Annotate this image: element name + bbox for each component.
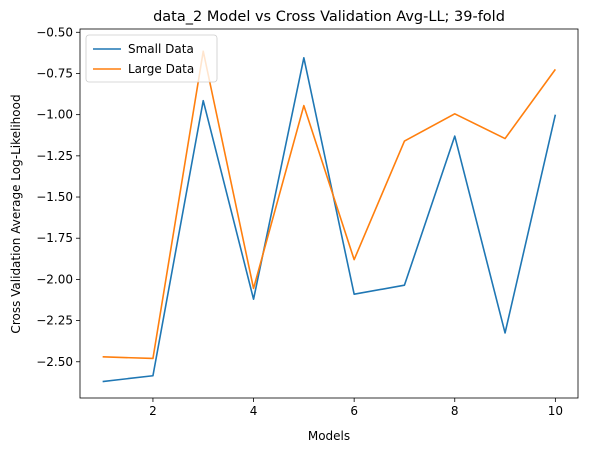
legend-label: Large Data	[128, 62, 194, 76]
x-axis-label: Models	[308, 429, 350, 443]
x-tick-label: 6	[350, 404, 358, 418]
y-tick-label: −1.75	[36, 231, 73, 245]
plot-frame	[79, 28, 579, 399]
legend-label: Small Data	[128, 42, 194, 56]
y-tick-label: −2.00	[36, 272, 73, 286]
x-tick-label: 8	[451, 404, 459, 418]
series-line-small-data	[102, 57, 557, 383]
y-tick-label: −1.25	[36, 149, 73, 163]
y-axis: −0.50 −0.75 −1.00 −1.25 −1.50 −1.75 −2.00 −2.25…	[36, 25, 80, 369]
legend-box	[85, 34, 218, 83]
x-tick-label: 4	[250, 404, 258, 418]
y-tick-label: −2.25	[36, 314, 73, 328]
y-tick-label: −0.75	[36, 66, 73, 80]
legend: Small Data Large Data	[85, 34, 218, 83]
y-tick-label: −1.50	[36, 190, 73, 204]
series-line-large-data	[102, 50, 557, 360]
y-axis-label: Cross Validation Average Log-Likelihood	[9, 94, 23, 333]
y-tick-label: −1.00	[36, 108, 73, 122]
x-tick-label: 10	[548, 404, 563, 418]
y-tick-label: −2.50	[36, 355, 73, 369]
x-tick-label: 2	[149, 404, 157, 418]
chart-title: data_2 Model vs Cross Validation Avg-LL;…	[153, 9, 505, 25]
x-axis: 2 4 6 8 10	[149, 398, 563, 418]
y-tick-label: −0.50	[36, 25, 73, 39]
plot-area	[102, 50, 557, 383]
